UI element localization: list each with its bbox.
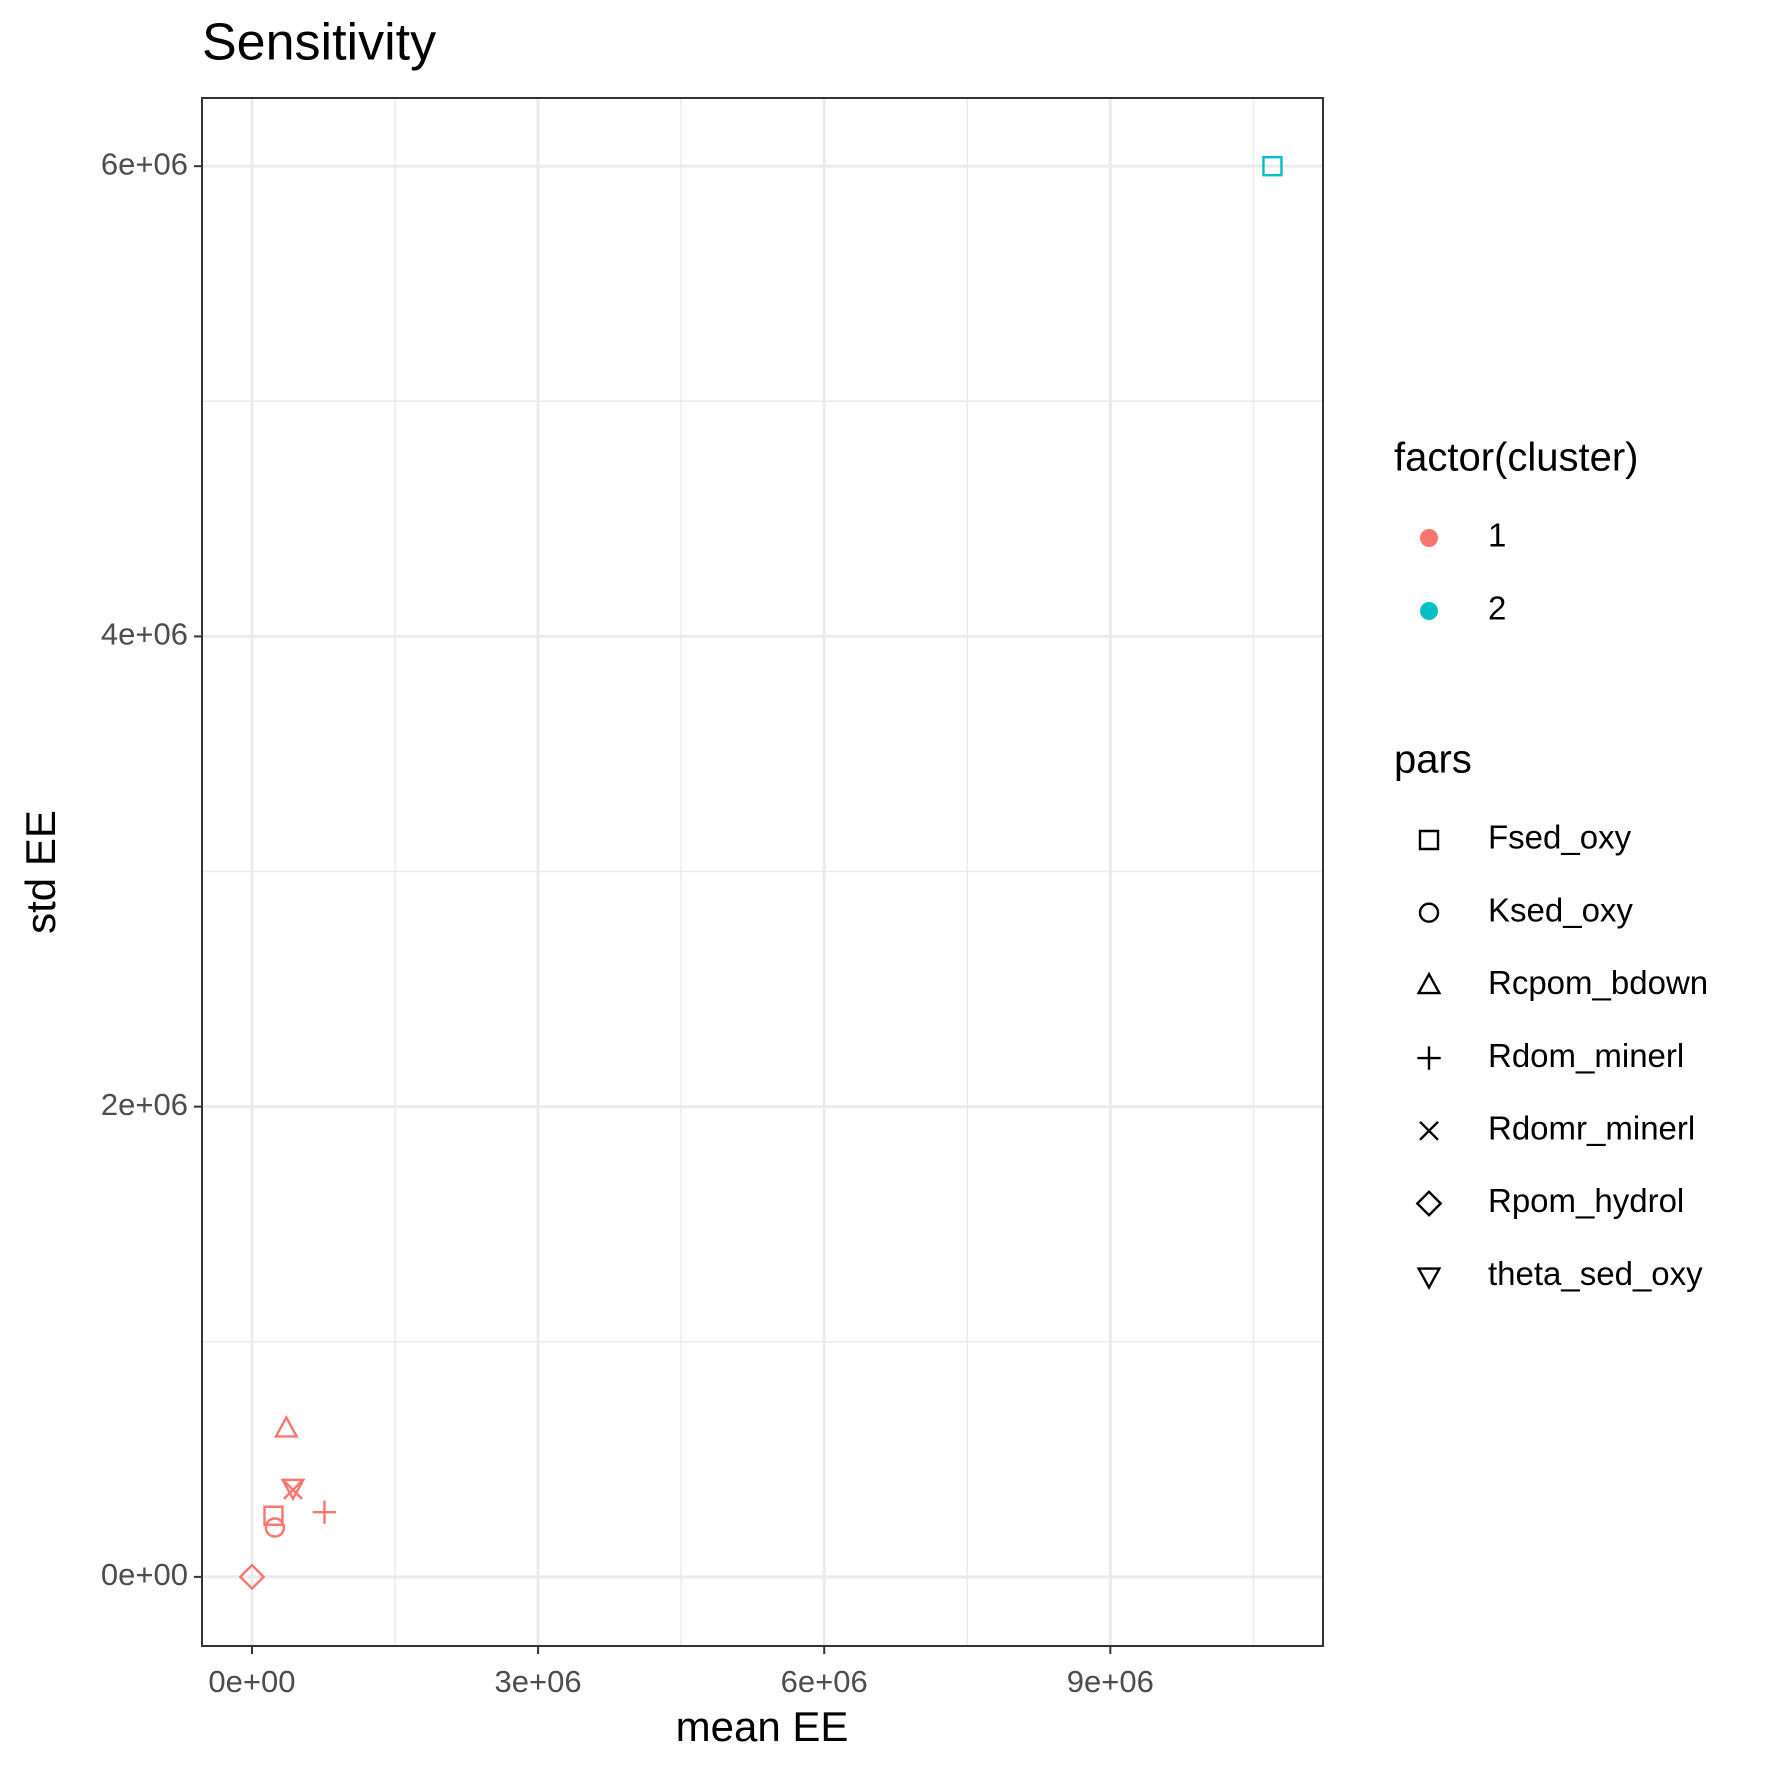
point <box>280 1478 306 1502</box>
point <box>283 1480 303 1500</box>
y-tick-label: 2e+06 <box>101 1087 188 1122</box>
legend-label: Ksed_oxy <box>1488 891 1633 928</box>
legend-swatch <box>1420 602 1438 620</box>
legend-label: Rdom_minerl <box>1488 1037 1684 1074</box>
x-tick-label: 3e+06 <box>495 1664 582 1699</box>
y-axis-label: std EE <box>17 810 64 934</box>
point <box>264 1517 286 1538</box>
point <box>273 1415 299 1438</box>
legend-symbol <box>1417 1046 1441 1070</box>
legend-label: 1 <box>1488 517 1506 554</box>
legend-symbol <box>1415 1190 1443 1217</box>
legend-label: Rpom_hydrol <box>1488 1182 1684 1219</box>
legend-label: Fsed_oxy <box>1488 819 1632 856</box>
x-axis-label: mean EE <box>676 1703 849 1750</box>
legend-label: Rcpom_bdown <box>1488 964 1708 1001</box>
point <box>238 1563 266 1591</box>
legend-swatch <box>1420 529 1438 547</box>
legend-title: factor(cluster) <box>1394 436 1639 480</box>
legend-label: 2 <box>1488 590 1506 627</box>
chart-title: Sensitivity <box>202 14 436 72</box>
legend-title: pars <box>1394 738 1472 782</box>
legend-label: Rdomr_minerl <box>1488 1110 1695 1147</box>
plot-border <box>201 97 1324 1647</box>
legend-label: theta_sed_oxy <box>1488 1255 1703 1292</box>
y-tick-label: 4e+06 <box>101 617 188 652</box>
legend-symbol <box>1416 1267 1442 1290</box>
x-tick-label: 6e+06 <box>781 1664 868 1699</box>
legend-symbol <box>1416 971 1442 995</box>
point <box>1262 155 1283 177</box>
x-tick-label: 9e+06 <box>1067 1664 1154 1699</box>
legend-symbol <box>1418 829 1440 851</box>
x-tick-label: 0e+00 <box>208 1664 295 1699</box>
legend-symbol <box>1418 902 1440 923</box>
legend-symbol <box>1419 1120 1439 1141</box>
y-tick-label: 0e+00 <box>101 1557 188 1592</box>
y-tick-label: 6e+06 <box>101 146 188 181</box>
point <box>312 1500 337 1524</box>
